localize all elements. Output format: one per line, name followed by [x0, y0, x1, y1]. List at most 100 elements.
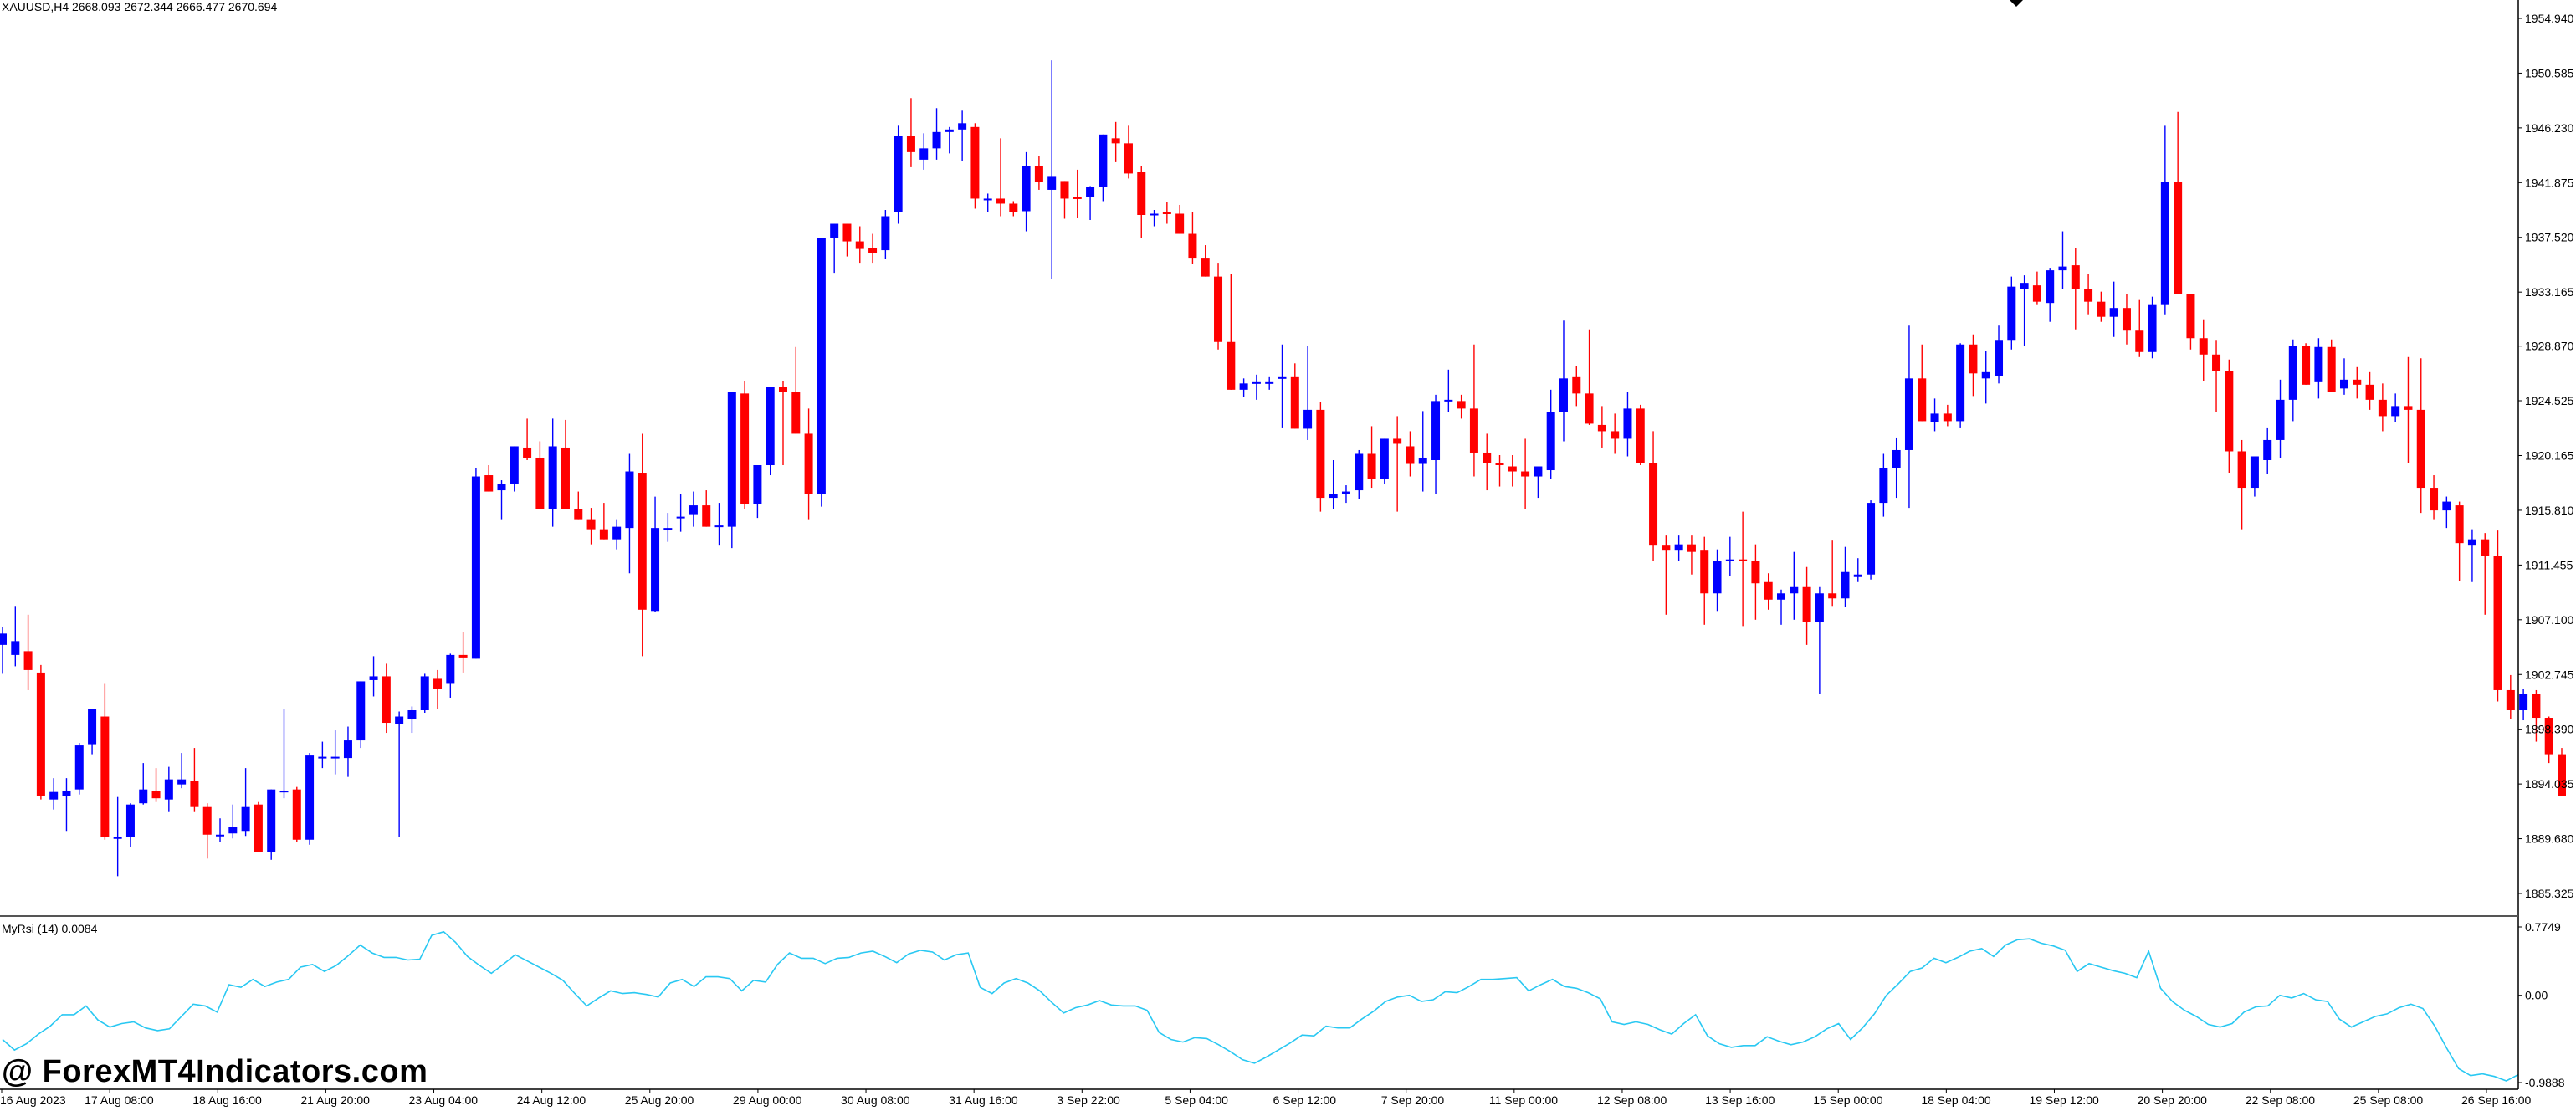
candle-body: [1918, 378, 1927, 422]
candle: [1124, 125, 1133, 179]
price-tick-label: 1941.875: [2525, 176, 2574, 189]
rsi-indicator-line: [2, 930, 2519, 1082]
candle-body: [548, 446, 557, 509]
candle-body: [714, 525, 724, 528]
candle-body: [369, 676, 378, 680]
candle: [894, 125, 903, 224]
candle-body: [2455, 505, 2464, 544]
candle: [2404, 356, 2413, 463]
candle-body: [267, 789, 276, 852]
price-tick-label: 1954.940: [2525, 12, 2574, 25]
candle: [1815, 586, 1824, 694]
candle-body: [1034, 166, 1043, 182]
candle: [1227, 274, 1236, 390]
candle: [1099, 134, 1108, 202]
candle-body: [676, 516, 685, 519]
candle-body: [292, 789, 301, 840]
candle-body: [330, 756, 340, 759]
candle: [778, 381, 787, 466]
candle-body: [1393, 438, 1402, 444]
candle-body: [2007, 286, 2016, 341]
candle: [1073, 169, 1082, 218]
candle-body: [49, 791, 59, 800]
candle: [2493, 530, 2502, 702]
candle-body: [1930, 413, 1939, 422]
candle: [1469, 344, 1478, 477]
rsi-tick-label: -0.9888: [2525, 1076, 2565, 1089]
candle: [2519, 689, 2528, 721]
candle-body: [1290, 376, 1299, 429]
price-tick-label: 1946.230: [2525, 121, 2574, 135]
candle-body: [318, 756, 327, 759]
candle: [125, 803, 135, 847]
candle: [1393, 416, 1402, 512]
candle: [1930, 398, 1939, 432]
candle-body: [2135, 330, 2144, 352]
candle: [586, 508, 596, 545]
candle-body: [497, 484, 506, 491]
candle-body: [1700, 550, 1709, 594]
candle-body: [0, 633, 7, 645]
candle-body: [164, 779, 173, 800]
candle: [638, 433, 647, 657]
candle-body: [2148, 304, 2157, 352]
candle: [945, 126, 954, 154]
candle: [1879, 453, 1888, 517]
candle: [2122, 294, 2131, 345]
candle: [2186, 294, 2195, 350]
candle: [1047, 60, 1057, 279]
candle: [254, 801, 263, 852]
candle-body: [1585, 393, 1594, 424]
candle-body: [919, 148, 929, 160]
candle-body: [2020, 283, 2029, 289]
price-candles: [0, 60, 2566, 877]
candle-body: [1725, 559, 1734, 561]
candle-body: [1469, 408, 1478, 453]
candle: [1636, 404, 1645, 466]
candle: [1853, 558, 1862, 582]
candle-body: [1508, 466, 1517, 472]
candle: [1687, 535, 1696, 575]
candle: [433, 669, 443, 709]
candle: [2174, 111, 2183, 294]
candle: [2084, 274, 2093, 315]
candle-body: [1111, 138, 1120, 144]
candle-body: [2302, 346, 2311, 385]
candle-body: [1956, 344, 1965, 422]
time-tick-label: 7 Sep 20:00: [1381, 1093, 1445, 1107]
candle: [2046, 268, 2055, 322]
candle: [740, 381, 750, 509]
candle-body: [2544, 718, 2553, 755]
candle: [2263, 427, 2272, 474]
candle-body: [702, 505, 711, 527]
candle-body: [1201, 258, 1210, 277]
candle-body: [420, 676, 429, 711]
candle-body: [2493, 556, 2502, 690]
candle-body: [190, 781, 199, 807]
candle: [2430, 475, 2439, 520]
candle: [1904, 325, 1913, 509]
candle: [2212, 340, 2221, 412]
time-axis: 16 Aug 2023 17 Aug 08:00 18 Aug 16:00 21 Au…: [0, 1089, 2532, 1107]
candle: [2339, 358, 2348, 395]
candle-body: [2416, 409, 2425, 489]
candle: [446, 653, 455, 698]
candle: [2481, 533, 2490, 615]
candle: [420, 673, 429, 714]
candle: [1892, 437, 1901, 499]
candle-body: [100, 716, 110, 837]
candle-body: [1713, 561, 1722, 594]
candle: [216, 818, 225, 842]
candle: [305, 753, 315, 845]
indicator-label: MyRsi (14) 0.0084: [2, 922, 98, 935]
candle-body: [11, 641, 20, 655]
candle: [1086, 186, 1095, 221]
candle-body: [2442, 501, 2451, 511]
candle: [2071, 248, 2080, 330]
candle-body: [1175, 213, 1185, 234]
chart-shift-marker-icon[interactable]: [2010, 0, 2023, 7]
candle: [1290, 363, 1299, 429]
candle: [766, 387, 775, 476]
candle: [88, 709, 97, 755]
